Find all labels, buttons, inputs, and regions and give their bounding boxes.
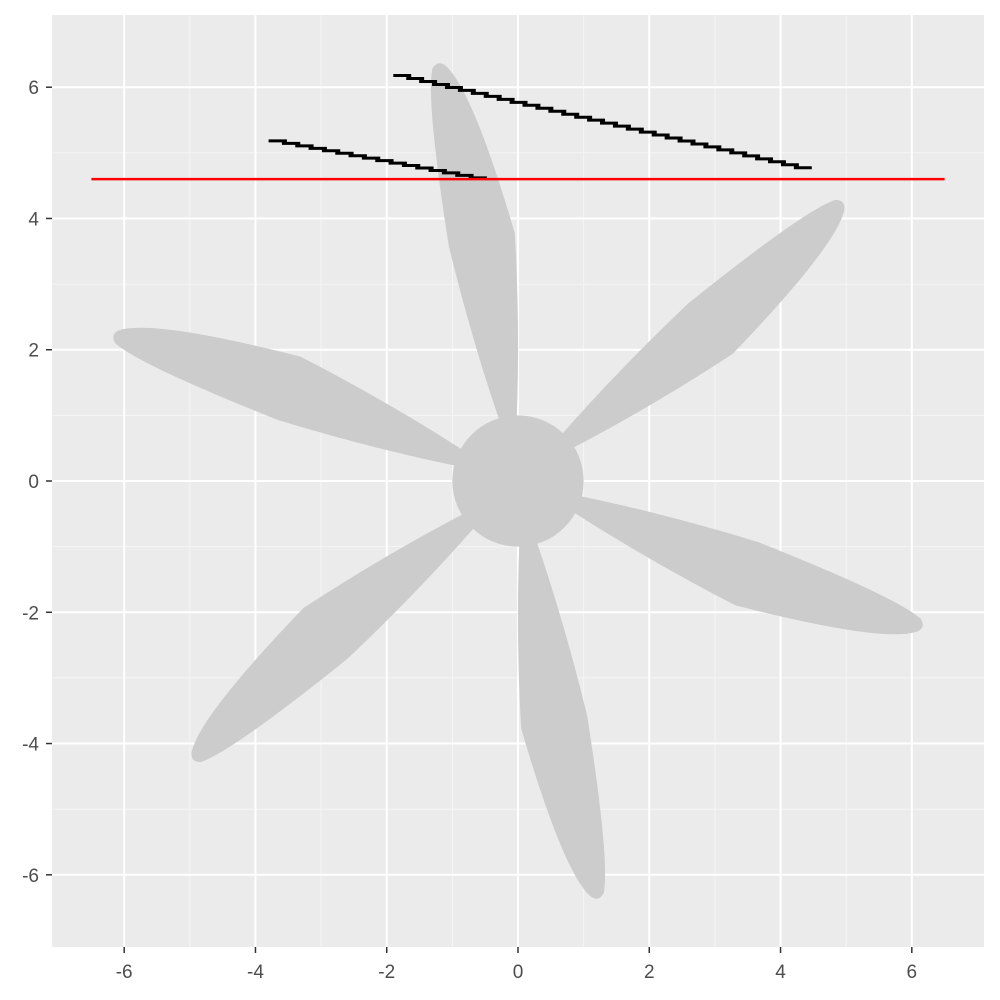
- propeller-blade: [534, 199, 845, 468]
- x-tick-label: 6: [907, 962, 918, 983]
- stepped-lines: [268, 74, 812, 180]
- propeller-blade: [113, 327, 498, 474]
- x-tick-label: 4: [775, 962, 786, 983]
- propeller-blade: [538, 488, 923, 635]
- propeller-shape: [113, 63, 923, 899]
- propeller-hub: [452, 415, 584, 547]
- stepped-line: [393, 74, 812, 170]
- y-tick-label: -6: [22, 866, 39, 887]
- y-tick-label: 0: [28, 472, 39, 493]
- stepped-line: [268, 139, 487, 180]
- propeller-blade: [430, 63, 519, 461]
- axis-ticks: [46, 86, 913, 953]
- x-tick-label: -6: [116, 962, 133, 983]
- propeller-blade: [517, 501, 606, 899]
- x-tick-label: -4: [247, 962, 264, 983]
- x-tick-label: 2: [644, 962, 655, 983]
- x-tick-label: -2: [378, 962, 395, 983]
- propeller-blade: [191, 494, 502, 763]
- y-tick-label: 2: [28, 341, 39, 362]
- y-tick-label: 6: [28, 78, 39, 99]
- y-tick-label: -4: [22, 735, 39, 756]
- y-tick-label: -2: [22, 603, 39, 624]
- x-tick-labels: -6 -4 -2 0 2 4 6: [116, 962, 917, 983]
- y-tick-labels: -6 -4 -2 0 2 4 6: [22, 78, 39, 887]
- x-tick-label: 0: [513, 962, 524, 983]
- y-tick-label: 4: [28, 209, 39, 230]
